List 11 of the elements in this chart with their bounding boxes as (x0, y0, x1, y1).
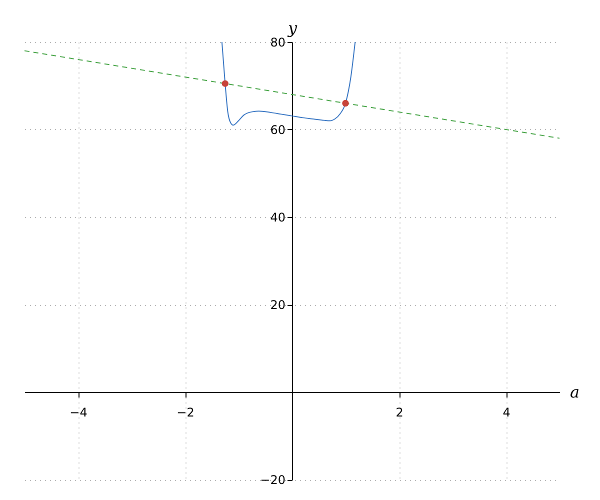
y-tick-label: 60 (270, 123, 286, 137)
x-tick-label: 2 (396, 406, 404, 420)
x-tick-label: 4 (502, 406, 510, 420)
y-tick-label: 80 (270, 36, 286, 50)
y-tick-label: 40 (270, 210, 286, 224)
y-tick-label: −20 (260, 473, 286, 487)
y-tick-label: 20 (270, 298, 286, 312)
x-axis-title: a (570, 382, 580, 402)
y-axis-title: y (286, 18, 298, 38)
x-tick-label: −4 (70, 406, 88, 420)
x-tick-label: −2 (176, 406, 194, 420)
